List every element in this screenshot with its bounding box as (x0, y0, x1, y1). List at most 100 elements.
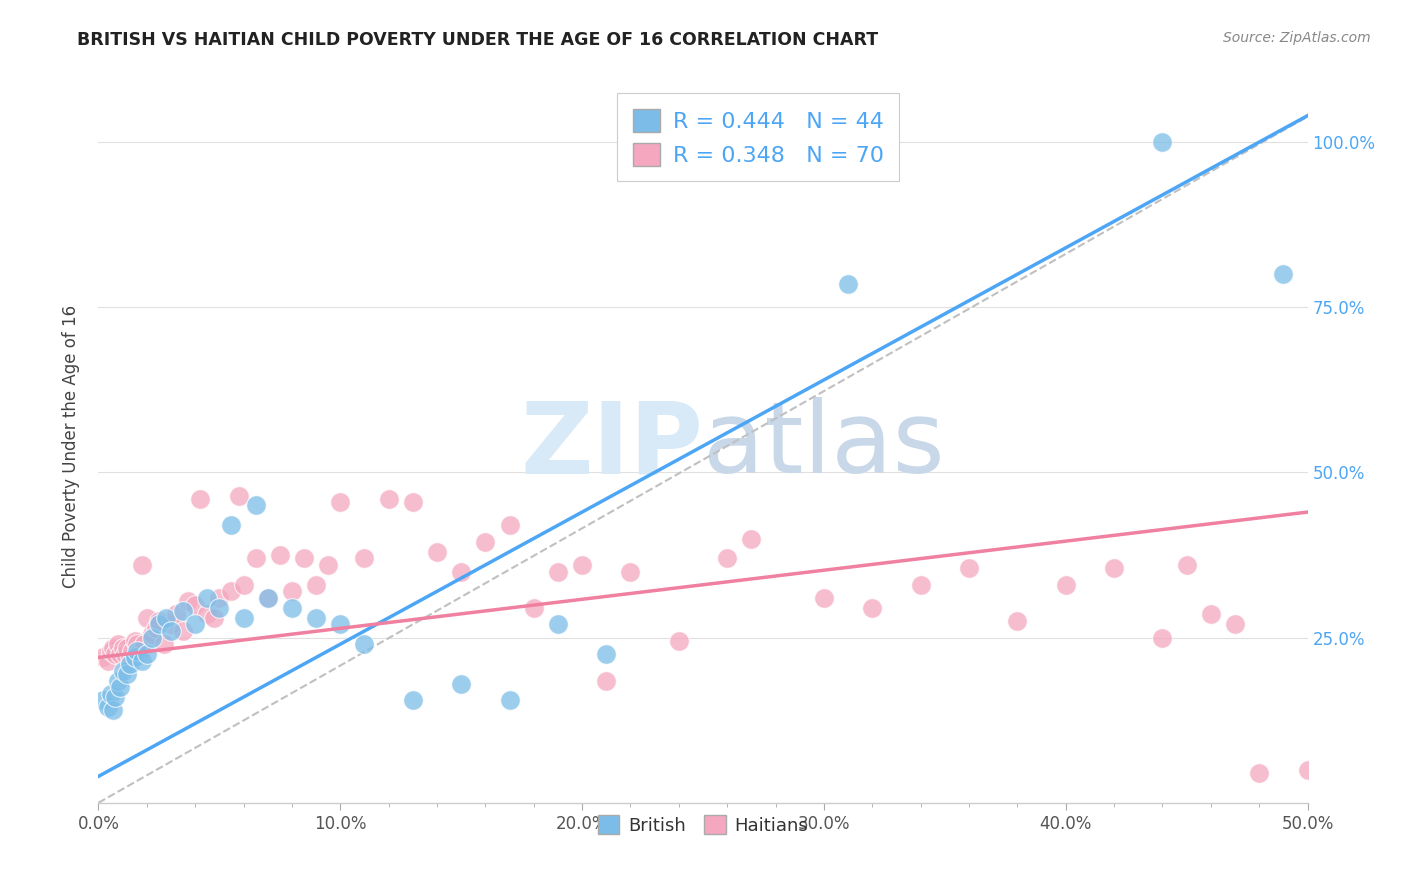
Point (145, 621, 167, 635)
Y-axis label: Child Poverty Under the Age of 16: Child Poverty Under the Age of 16 (62, 304, 80, 588)
Point (100, 644, 122, 658)
Point (498, 693, 520, 707)
Point (716, 551, 738, 566)
Point (208, 591, 231, 605)
Point (1223, 617, 1246, 632)
Point (107, 673, 129, 688)
Point (141, 627, 163, 641)
Point (281, 600, 304, 615)
Point (353, 637, 375, 651)
Point (1175, 558, 1198, 572)
Point (114, 647, 136, 661)
Point (910, 578, 932, 592)
Point (813, 135, 835, 149)
Point (160, 617, 183, 632)
Point (148, 617, 170, 632)
Point (329, 617, 352, 632)
Point (127, 637, 149, 651)
Point (377, 491, 399, 506)
Point (221, 518, 243, 533)
Point (547, 565, 569, 579)
Point (232, 611, 254, 625)
Point (256, 591, 278, 605)
Point (450, 677, 472, 691)
Point (195, 591, 218, 605)
Point (595, 647, 617, 661)
Point (1007, 614, 1029, 628)
Point (135, 647, 157, 661)
Point (305, 611, 328, 625)
Point (571, 558, 593, 572)
Point (177, 594, 200, 608)
Point (957, 561, 980, 575)
Point (117, 640, 139, 655)
Point (160, 624, 183, 638)
Point (1054, 578, 1077, 592)
Point (228, 489, 250, 503)
Point (172, 624, 194, 638)
Point (305, 578, 328, 592)
Point (1272, 267, 1295, 281)
Point (107, 637, 129, 651)
Point (184, 617, 207, 632)
Point (692, 135, 714, 149)
Point (292, 551, 315, 566)
Point (837, 277, 859, 292)
Point (245, 499, 267, 513)
Point (498, 518, 520, 533)
Point (118, 650, 141, 665)
Text: Source: ZipAtlas.com: Source: ZipAtlas.com (1223, 31, 1371, 45)
Point (765, 135, 787, 149)
Point (124, 634, 146, 648)
Point (329, 495, 352, 509)
Point (204, 611, 226, 625)
Point (474, 534, 496, 549)
Point (619, 565, 641, 579)
Point (131, 558, 153, 572)
Point (269, 548, 291, 562)
Point (1199, 607, 1222, 622)
Point (148, 614, 170, 628)
Point (1152, 135, 1174, 149)
Point (221, 584, 243, 599)
Point (101, 640, 124, 655)
Point (118, 657, 141, 671)
Point (1152, 631, 1174, 645)
Point (172, 604, 194, 618)
Point (740, 135, 762, 149)
Point (184, 598, 207, 612)
Point (124, 650, 146, 665)
Point (101, 703, 124, 717)
Point (353, 551, 375, 566)
Point (100, 687, 122, 701)
Point (523, 600, 546, 615)
Point (141, 631, 163, 645)
Point (402, 693, 425, 707)
Point (716, 135, 738, 149)
Point (1249, 766, 1271, 780)
Point (245, 551, 267, 566)
Point (860, 600, 883, 615)
Text: ZIP: ZIP (520, 398, 703, 494)
Point (256, 591, 278, 605)
Point (1102, 561, 1125, 575)
Point (595, 673, 617, 688)
Point (104, 647, 127, 661)
Point (111, 640, 134, 655)
Point (208, 600, 231, 615)
Point (740, 532, 762, 546)
Point (121, 644, 143, 658)
Point (108, 647, 131, 661)
Point (111, 664, 134, 678)
Text: BRITISH VS HAITIAN CHILD POVERTY UNDER THE AGE OF 16 CORRELATION CHART: BRITISH VS HAITIAN CHILD POVERTY UNDER T… (77, 31, 879, 49)
Point (668, 634, 690, 648)
Point (232, 578, 254, 592)
Point (97, 700, 120, 714)
Point (155, 611, 177, 625)
Point (165, 607, 187, 622)
Point (91, 693, 114, 707)
Point (789, 135, 811, 149)
Point (127, 644, 149, 658)
Point (450, 565, 472, 579)
Point (195, 607, 218, 622)
